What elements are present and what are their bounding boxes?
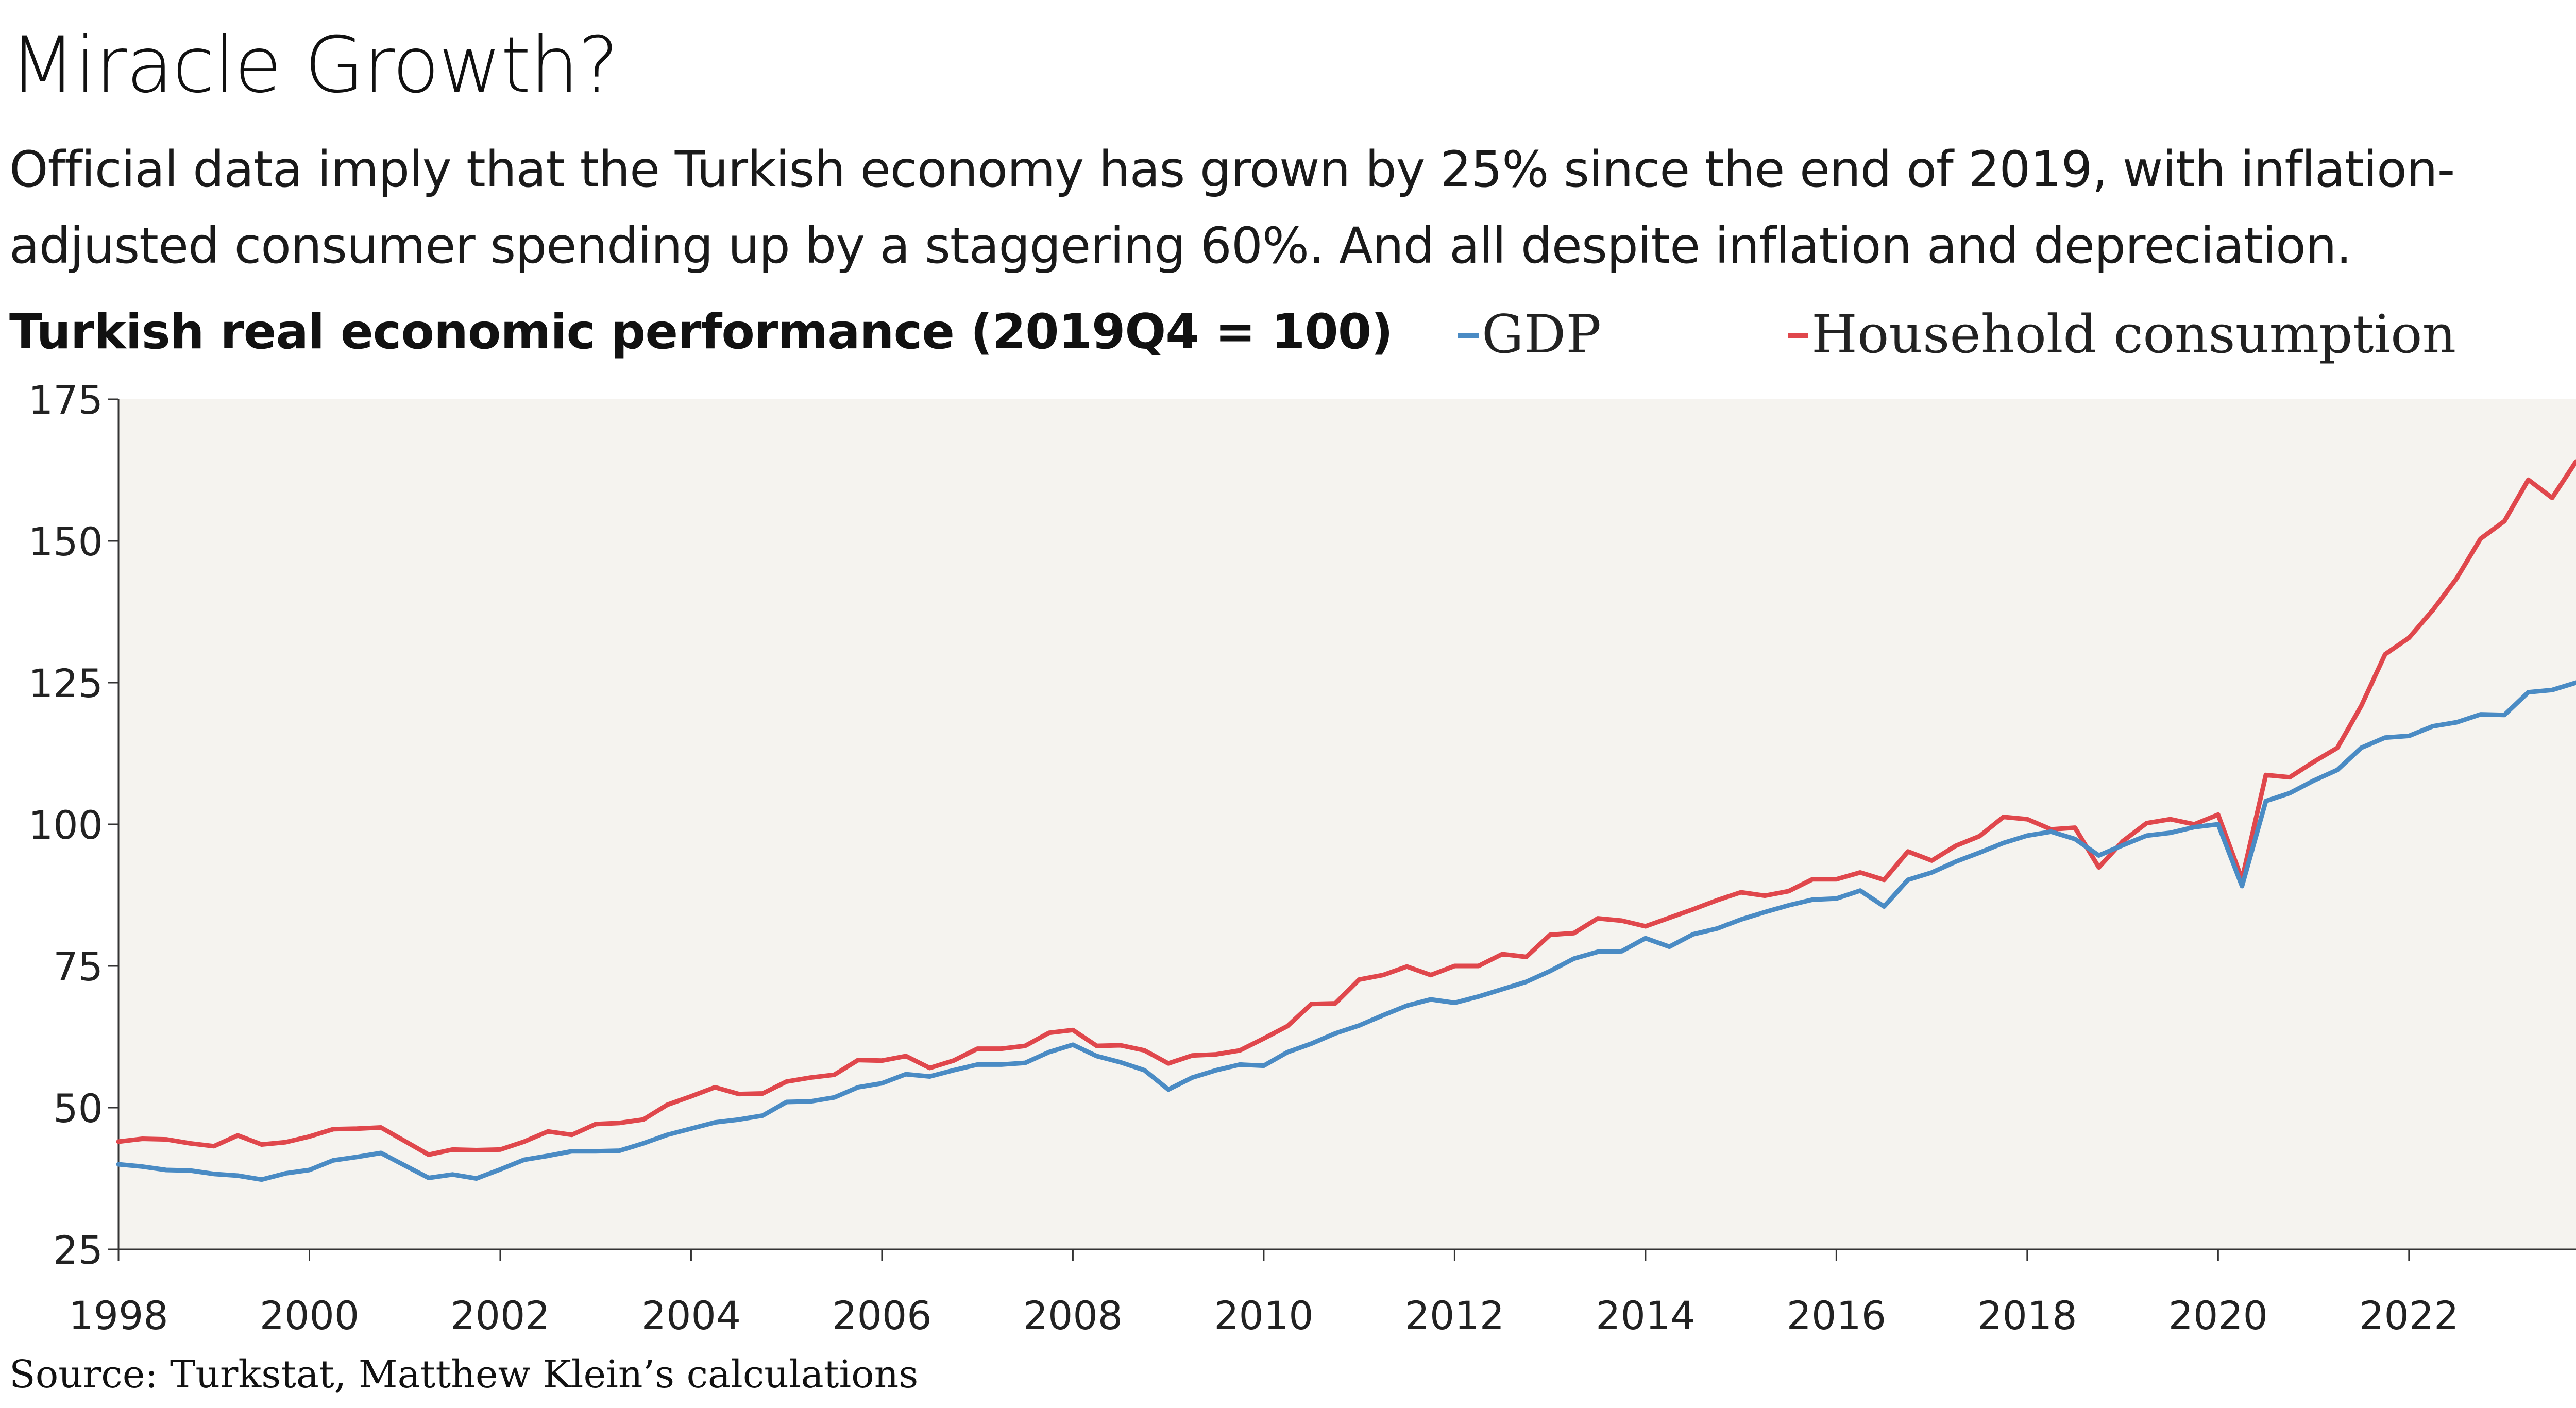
legend-swatch-household-consumption — [1788, 333, 1808, 338]
x-tick-label-2006: 2006 — [832, 1293, 931, 1338]
y-tick-label-125: 125 — [28, 660, 103, 706]
x-tick-label-1998: 1998 — [69, 1293, 168, 1338]
y-tick-label-150: 150 — [28, 519, 103, 565]
y-tick-label-25: 25 — [53, 1227, 103, 1273]
legend-label-household-consumption: Household consumption — [1811, 304, 2456, 365]
x-tick-label-2002: 2002 — [450, 1293, 550, 1338]
y-tick-label-100: 100 — [28, 802, 103, 848]
x-tick-label-2018: 2018 — [1977, 1293, 2077, 1338]
legend-item-household-consumption: Household consumption — [1788, 304, 2456, 365]
x-tick-label-2014: 2014 — [1596, 1293, 1695, 1338]
x-tick-label-2008: 2008 — [1023, 1293, 1123, 1338]
y-tick-label-175: 175 — [28, 377, 103, 423]
legend-swatch-gdp — [1458, 333, 1479, 338]
x-tick-label-2004: 2004 — [641, 1293, 741, 1338]
x-tick-label-2016: 2016 — [1787, 1293, 1886, 1338]
legend-item-gdp: GDP — [1458, 304, 1601, 365]
page-subtitle: Official data imply that the Turkish eco… — [9, 141, 2455, 275]
series-line-gdp — [116, 680, 2576, 1182]
page-title: Miracle Growth? — [9, 21, 619, 110]
x-tick-label-2010: 2010 — [1214, 1293, 1313, 1338]
chart-title: Turkish real economic performance (2019Q… — [9, 304, 1393, 360]
y-tick-label-75: 75 — [53, 944, 103, 990]
series-line-household-consumption — [116, 459, 2576, 1157]
x-tick-label-2022: 2022 — [2359, 1293, 2459, 1338]
x-tick-label-2020: 2020 — [2168, 1293, 2268, 1338]
x-tick-label-2000: 2000 — [260, 1293, 359, 1338]
plot-area — [118, 399, 2576, 1249]
legend-label-gdp: GDP — [1482, 304, 1601, 365]
source-note: Source: Turkstat, Matthew Klein’s calcul… — [9, 1352, 919, 1397]
x-tick-label-2012: 2012 — [1405, 1293, 1504, 1338]
y-tick-label-50: 50 — [53, 1085, 103, 1131]
